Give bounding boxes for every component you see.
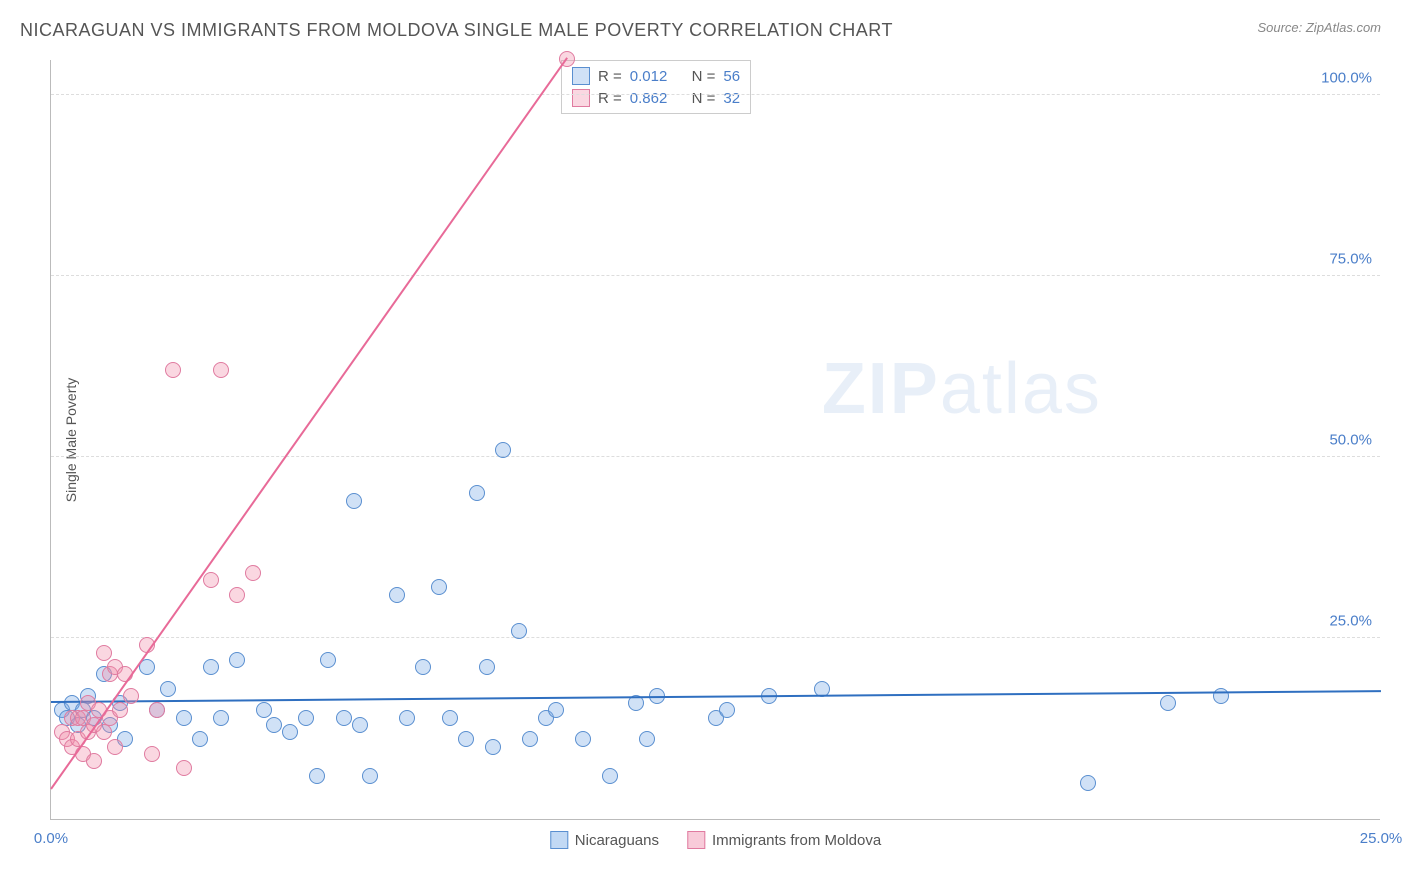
stats-r-label: R = [598, 68, 622, 85]
chart-title: NICARAGUAN VS IMMIGRANTS FROM MOLDOVA SI… [20, 20, 893, 41]
scatter-point [511, 623, 527, 639]
plot-area: Single Male Poverty ZIPatlas R = 0.012 N … [50, 60, 1380, 820]
scatter-point [160, 681, 176, 697]
y-tick-label: 25.0% [1329, 613, 1372, 630]
scatter-point [639, 731, 655, 747]
y-tick-label: 100.0% [1321, 70, 1372, 87]
legend-swatch [550, 831, 568, 849]
scatter-point [548, 702, 564, 718]
scatter-point [1213, 688, 1229, 704]
scatter-point [336, 710, 352, 726]
scatter-point [458, 731, 474, 747]
scatter-point [229, 652, 245, 668]
scatter-point [602, 768, 618, 784]
scatter-point [479, 659, 495, 675]
scatter-point [415, 659, 431, 675]
legend-label: Immigrants from Moldova [712, 832, 881, 849]
scatter-point [399, 710, 415, 726]
scatter-point [203, 572, 219, 588]
legend-item: Immigrants from Moldova [687, 831, 881, 849]
scatter-point [320, 652, 336, 668]
watermark-zip: ZIP [822, 349, 940, 429]
stats-r-value: 0.012 [630, 68, 668, 85]
scatter-point [213, 362, 229, 378]
scatter-point [266, 717, 282, 733]
watermark: ZIPatlas [822, 348, 1102, 430]
scatter-point [144, 746, 160, 762]
scatter-point [229, 587, 245, 603]
scatter-point [442, 710, 458, 726]
gridline [51, 275, 1380, 276]
gridline [51, 456, 1380, 457]
x-tick-label: 25.0% [1360, 830, 1403, 847]
scatter-point [522, 731, 538, 747]
legend-label: Nicaraguans [575, 832, 659, 849]
scatter-point [107, 739, 123, 755]
scatter-point [245, 565, 261, 581]
scatter-point [96, 724, 112, 740]
stats-row: R = 0.012 N = 56 [572, 65, 740, 87]
gridline [51, 637, 1380, 638]
legend-item: Nicaraguans [550, 831, 659, 849]
legend: Nicaraguans Immigrants from Moldova [550, 831, 881, 849]
stats-r-label: R = [598, 90, 622, 107]
scatter-point [86, 753, 102, 769]
scatter-point [362, 768, 378, 784]
stats-n-value: 56 [723, 68, 740, 85]
y-tick-label: 75.0% [1329, 251, 1372, 268]
scatter-point [96, 645, 112, 661]
x-tick-label: 0.0% [34, 830, 68, 847]
scatter-point [165, 362, 181, 378]
stats-swatch [572, 89, 590, 107]
stats-n-label: N = [692, 68, 716, 85]
scatter-point [309, 768, 325, 784]
scatter-point [469, 485, 485, 501]
scatter-point [389, 587, 405, 603]
scatter-point [213, 710, 229, 726]
y-tick-label: 50.0% [1329, 432, 1372, 449]
stats-swatch [572, 67, 590, 85]
scatter-point [149, 702, 165, 718]
watermark-atlas: atlas [940, 349, 1102, 429]
scatter-point [192, 731, 208, 747]
scatter-point [123, 688, 139, 704]
scatter-point [719, 702, 735, 718]
scatter-point [176, 710, 192, 726]
scatter-point [112, 702, 128, 718]
scatter-point [282, 724, 298, 740]
legend-swatch [687, 831, 705, 849]
scatter-point [1080, 775, 1096, 791]
scatter-point [298, 710, 314, 726]
scatter-point [485, 739, 501, 755]
scatter-point [575, 731, 591, 747]
stats-box: R = 0.012 N = 56 R = 0.862 N = 32 [561, 60, 751, 114]
source-label: Source: ZipAtlas.com [1257, 20, 1381, 35]
y-axis-title: Single Male Poverty [63, 377, 79, 502]
scatter-point [431, 579, 447, 595]
stats-row: R = 0.862 N = 32 [572, 87, 740, 109]
stats-r-value: 0.862 [630, 90, 668, 107]
trend-line [50, 57, 568, 789]
scatter-point [176, 760, 192, 776]
scatter-point [495, 442, 511, 458]
scatter-point [352, 717, 368, 733]
scatter-point [346, 493, 362, 509]
scatter-point [1160, 695, 1176, 711]
gridline [51, 94, 1380, 95]
stats-n-label: N = [692, 90, 716, 107]
scatter-point [203, 659, 219, 675]
trend-line [51, 690, 1381, 703]
stats-n-value: 32 [723, 90, 740, 107]
scatter-point [256, 702, 272, 718]
